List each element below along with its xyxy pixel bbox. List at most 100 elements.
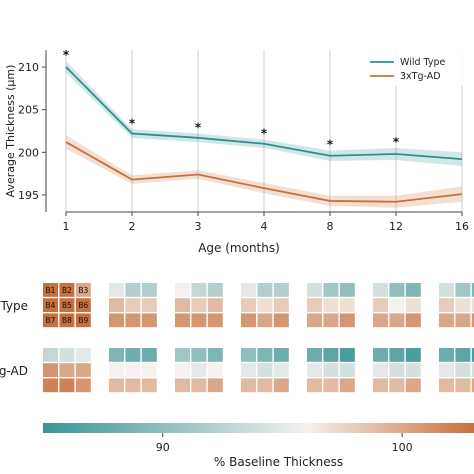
significance-marker: * — [393, 135, 400, 149]
heatmap-cell — [257, 363, 273, 377]
colorbar-segment — [434, 423, 439, 433]
heatmap-cell — [125, 348, 141, 362]
x-tick-label: 3 — [195, 220, 202, 233]
heatmap-cell — [75, 313, 91, 328]
heatmap-cell — [43, 348, 58, 362]
heatmap-cell-label: B7 — [46, 316, 56, 325]
colorbar-segment — [68, 423, 73, 433]
heatmap-cell — [455, 348, 471, 362]
colorbar-segment — [290, 423, 296, 433]
heatmap-cell — [307, 378, 322, 393]
heatmap-cell — [339, 313, 355, 328]
heatmap-cell — [405, 283, 421, 297]
heatmap-cell — [191, 363, 207, 377]
heatmap-cell-label: B9 — [78, 316, 88, 325]
colorbar-segment — [157, 423, 163, 433]
colorbar-segment — [204, 423, 209, 433]
heatmap-cell — [471, 313, 474, 328]
heatmap-cell — [307, 283, 322, 297]
heatmap-cell — [471, 283, 474, 297]
legend-label: 3xTg-AD — [400, 71, 441, 82]
heatmap-cell — [43, 378, 58, 393]
heatmap-cell — [339, 283, 355, 297]
heatmap-cell — [75, 348, 91, 362]
heatmap-cell — [125, 298, 141, 312]
heatmap-cell — [207, 283, 223, 297]
colorbar-segment — [211, 423, 216, 433]
colorbar-segment — [405, 423, 410, 433]
colorbar-tick-label: 90 — [156, 441, 170, 454]
heatmap-cell — [339, 348, 355, 362]
heatmap-cell — [175, 363, 190, 377]
heatmap-cell — [207, 348, 223, 362]
colorbar-segment — [323, 423, 328, 433]
colorbar-segment — [301, 423, 306, 433]
colorbar-segment — [104, 423, 109, 433]
colorbar-segment — [190, 423, 195, 433]
colorbar-segment — [193, 423, 199, 433]
colorbar-segment — [175, 423, 181, 433]
colorbar-segment — [139, 423, 145, 433]
y-tick-label: 200 — [18, 146, 39, 159]
heatmap-cell — [389, 313, 405, 328]
heatmap-cell-label: B6 — [78, 301, 88, 310]
colorbar-segment — [412, 423, 418, 433]
colorbar-segment — [416, 423, 421, 433]
heatmap-cell — [405, 348, 421, 362]
heatmap-cell — [141, 348, 157, 362]
colorbar-segment — [89, 423, 94, 433]
colorbar-segment — [359, 423, 364, 433]
colorbar-segment — [351, 423, 357, 433]
colorbar-segment — [348, 423, 353, 433]
colorbar-segment — [244, 423, 249, 433]
colorbar-segment — [136, 423, 141, 433]
significance-marker: * — [261, 127, 268, 141]
heatmap-cell — [241, 378, 256, 393]
colorbar-segment — [172, 423, 177, 433]
heatmap-cell — [125, 378, 141, 393]
heatmap-cell — [59, 298, 75, 312]
heatmap-cell — [59, 378, 75, 393]
x-tick-label: 1 — [63, 220, 70, 233]
heatmap-cell — [43, 363, 58, 377]
colorbar-segment — [344, 423, 349, 433]
colorbar-segment — [355, 423, 360, 433]
heatmap-cell — [323, 363, 339, 377]
colorbar-segment — [150, 423, 155, 433]
heatmap-row-label: Type — [0, 299, 28, 313]
heatmap-cell — [389, 363, 405, 377]
heatmap-cell — [191, 348, 207, 362]
heatmap-cell — [207, 313, 223, 328]
heatmap-cell — [175, 313, 190, 328]
colorbar-segment — [107, 423, 112, 433]
heatmap-cell — [455, 298, 471, 312]
heatmap-cell — [109, 348, 124, 362]
colorbar-segment — [420, 423, 425, 433]
colorbar-segment — [168, 423, 173, 433]
heatmap-cell — [439, 313, 454, 328]
colorbar-segment — [333, 423, 339, 433]
heatmap-cell — [141, 283, 157, 297]
colorbar-segment — [438, 423, 443, 433]
heatmap-cell — [273, 313, 289, 328]
colorbar-segment — [183, 423, 188, 433]
colorbar-segment — [215, 423, 220, 433]
colorbar-segment — [445, 423, 450, 433]
heatmap-cell — [323, 283, 339, 297]
colorbar-segment — [229, 423, 234, 433]
colorbar-segment — [430, 423, 436, 433]
colorbar-segment — [380, 423, 385, 433]
heatmap-cell — [241, 363, 256, 377]
colorbar-segment — [312, 423, 317, 433]
colorbar-segment — [398, 423, 403, 433]
heatmap-row-label: g-AD — [0, 364, 28, 378]
heatmap-cell — [43, 283, 58, 297]
heatmap-cell — [273, 298, 289, 312]
heatmap-cell-label: B8 — [62, 316, 72, 325]
series-band-2 — [66, 135, 462, 208]
heatmap-cell — [405, 378, 421, 393]
heatmap-cell — [75, 363, 91, 377]
heatmap-cell — [307, 363, 322, 377]
heatmap-cell — [191, 313, 207, 328]
heatmap-cell — [191, 283, 207, 297]
